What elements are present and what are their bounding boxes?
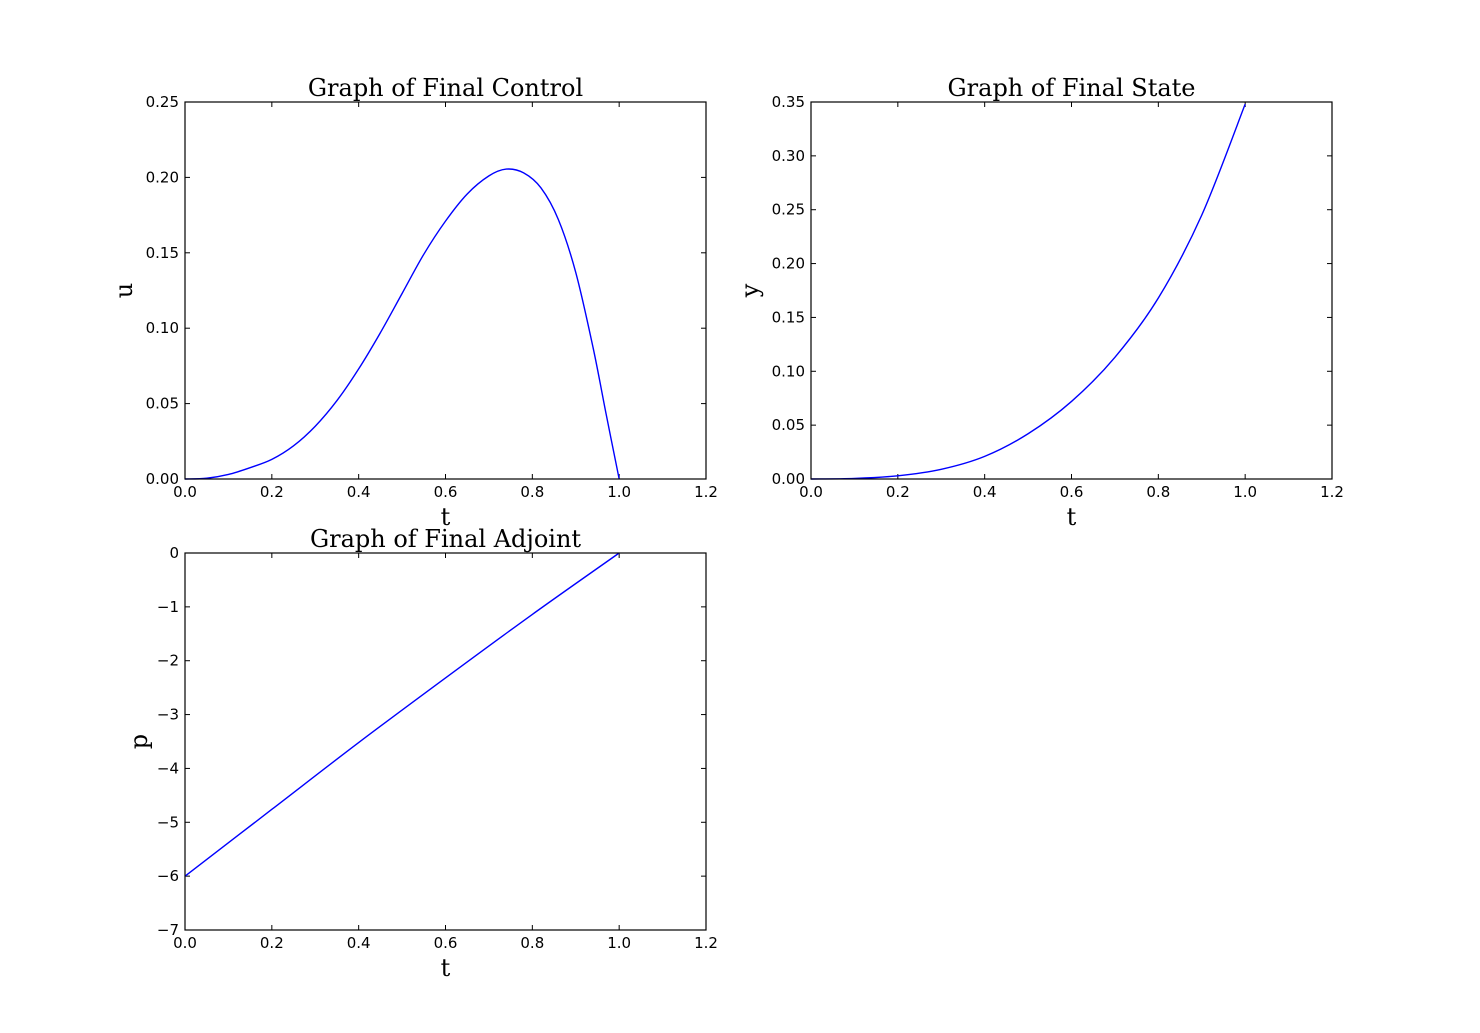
y-tick-label: −4	[157, 759, 179, 777]
x-tick-label: 0.8	[520, 483, 544, 501]
x-tick-label: 0.4	[347, 934, 371, 952]
plot-frame	[184, 101, 707, 480]
x-tick-label: 0.2	[886, 483, 910, 501]
y-tick-label: −2	[157, 652, 179, 670]
x-tick-label: 1.2	[694, 934, 718, 952]
x-tick-label: 0.6	[434, 483, 458, 501]
series-line-1	[184, 552, 620, 877]
x-tick-label: 1.2	[694, 483, 718, 501]
y-tick-label: 0.15	[146, 244, 179, 262]
x-axis-label: t	[441, 954, 451, 982]
y-tick-label: 0.35	[772, 93, 805, 111]
y-tick-label: 0.30	[772, 147, 805, 165]
y-tick-label: −3	[157, 706, 179, 724]
series-line-1	[810, 103, 1246, 480]
x-tick-label: 0.8	[520, 934, 544, 952]
y-tick-label: 0.20	[772, 255, 805, 273]
x-tick-label: 0.4	[347, 483, 371, 501]
y-tick-label: 0.15	[772, 308, 805, 326]
x-tick-label: 0.6	[1060, 483, 1084, 501]
x-tick-label: 1.0	[607, 483, 631, 501]
chart-panel-3: Graph of Final Adjoint 0.0 0.2 0.4 0.6 0.8 1.0…	[125, 525, 718, 982]
x-tick-label: 0.2	[260, 483, 284, 501]
x-tick-label: 0.6	[434, 934, 458, 952]
chart-panel-2: Graph of Final State 0.0 0.2 0.4 0.6 0.8 1.0 1.…	[736, 74, 1344, 531]
y-tick-label: 0.00	[146, 470, 179, 488]
x-axis-label: t	[441, 503, 451, 531]
y-tick-label: 0.05	[146, 395, 179, 413]
y-tick-label: 0.05	[772, 416, 805, 434]
y-tick-label: 0.20	[146, 168, 179, 186]
y-axis-label: y	[736, 283, 764, 298]
y-tick-label: −1	[157, 598, 179, 616]
x-axis-label: t	[1067, 503, 1077, 531]
y-tick-label: −7	[157, 921, 179, 939]
y-axis-label: u	[110, 283, 138, 298]
plot-frame	[810, 101, 1333, 480]
x-tick-label: 0.0	[799, 483, 823, 501]
y-tick-label: 0.10	[146, 319, 179, 337]
y-tick-label: 0.00	[772, 470, 805, 488]
x-tick-label: 0.2	[260, 934, 284, 952]
y-tick-label: −6	[157, 867, 179, 885]
x-tick-label: 1.2	[1320, 483, 1344, 501]
y-tick-label: 0.25	[146, 93, 179, 111]
chart-title: Graph of Final Control	[308, 74, 583, 102]
x-tick-label: 0.4	[973, 483, 997, 501]
x-tick-label: 1.0	[1233, 483, 1257, 501]
x-tick-label: 0.0	[173, 934, 197, 952]
x-tick-label: 1.0	[607, 934, 631, 952]
y-tick-label: 0.25	[772, 201, 805, 219]
x-tick-label: 0.0	[173, 483, 197, 501]
y-tick-label: 0.10	[772, 362, 805, 380]
plot-frame	[184, 552, 707, 931]
chart-title: Graph of Final Adjoint	[310, 525, 581, 553]
y-tick-label: −5	[157, 813, 179, 831]
chart-panel-1: Graph of Final Control 0.0 0.2 0.4 0.6 0.8 1.0…	[110, 74, 718, 531]
y-axis-label: p	[125, 734, 153, 749]
y-tick-label: 0	[169, 544, 179, 562]
x-tick-label: 0.8	[1146, 483, 1170, 501]
chart-title: Graph of Final State	[947, 74, 1195, 102]
series-line-1	[184, 168, 620, 480]
